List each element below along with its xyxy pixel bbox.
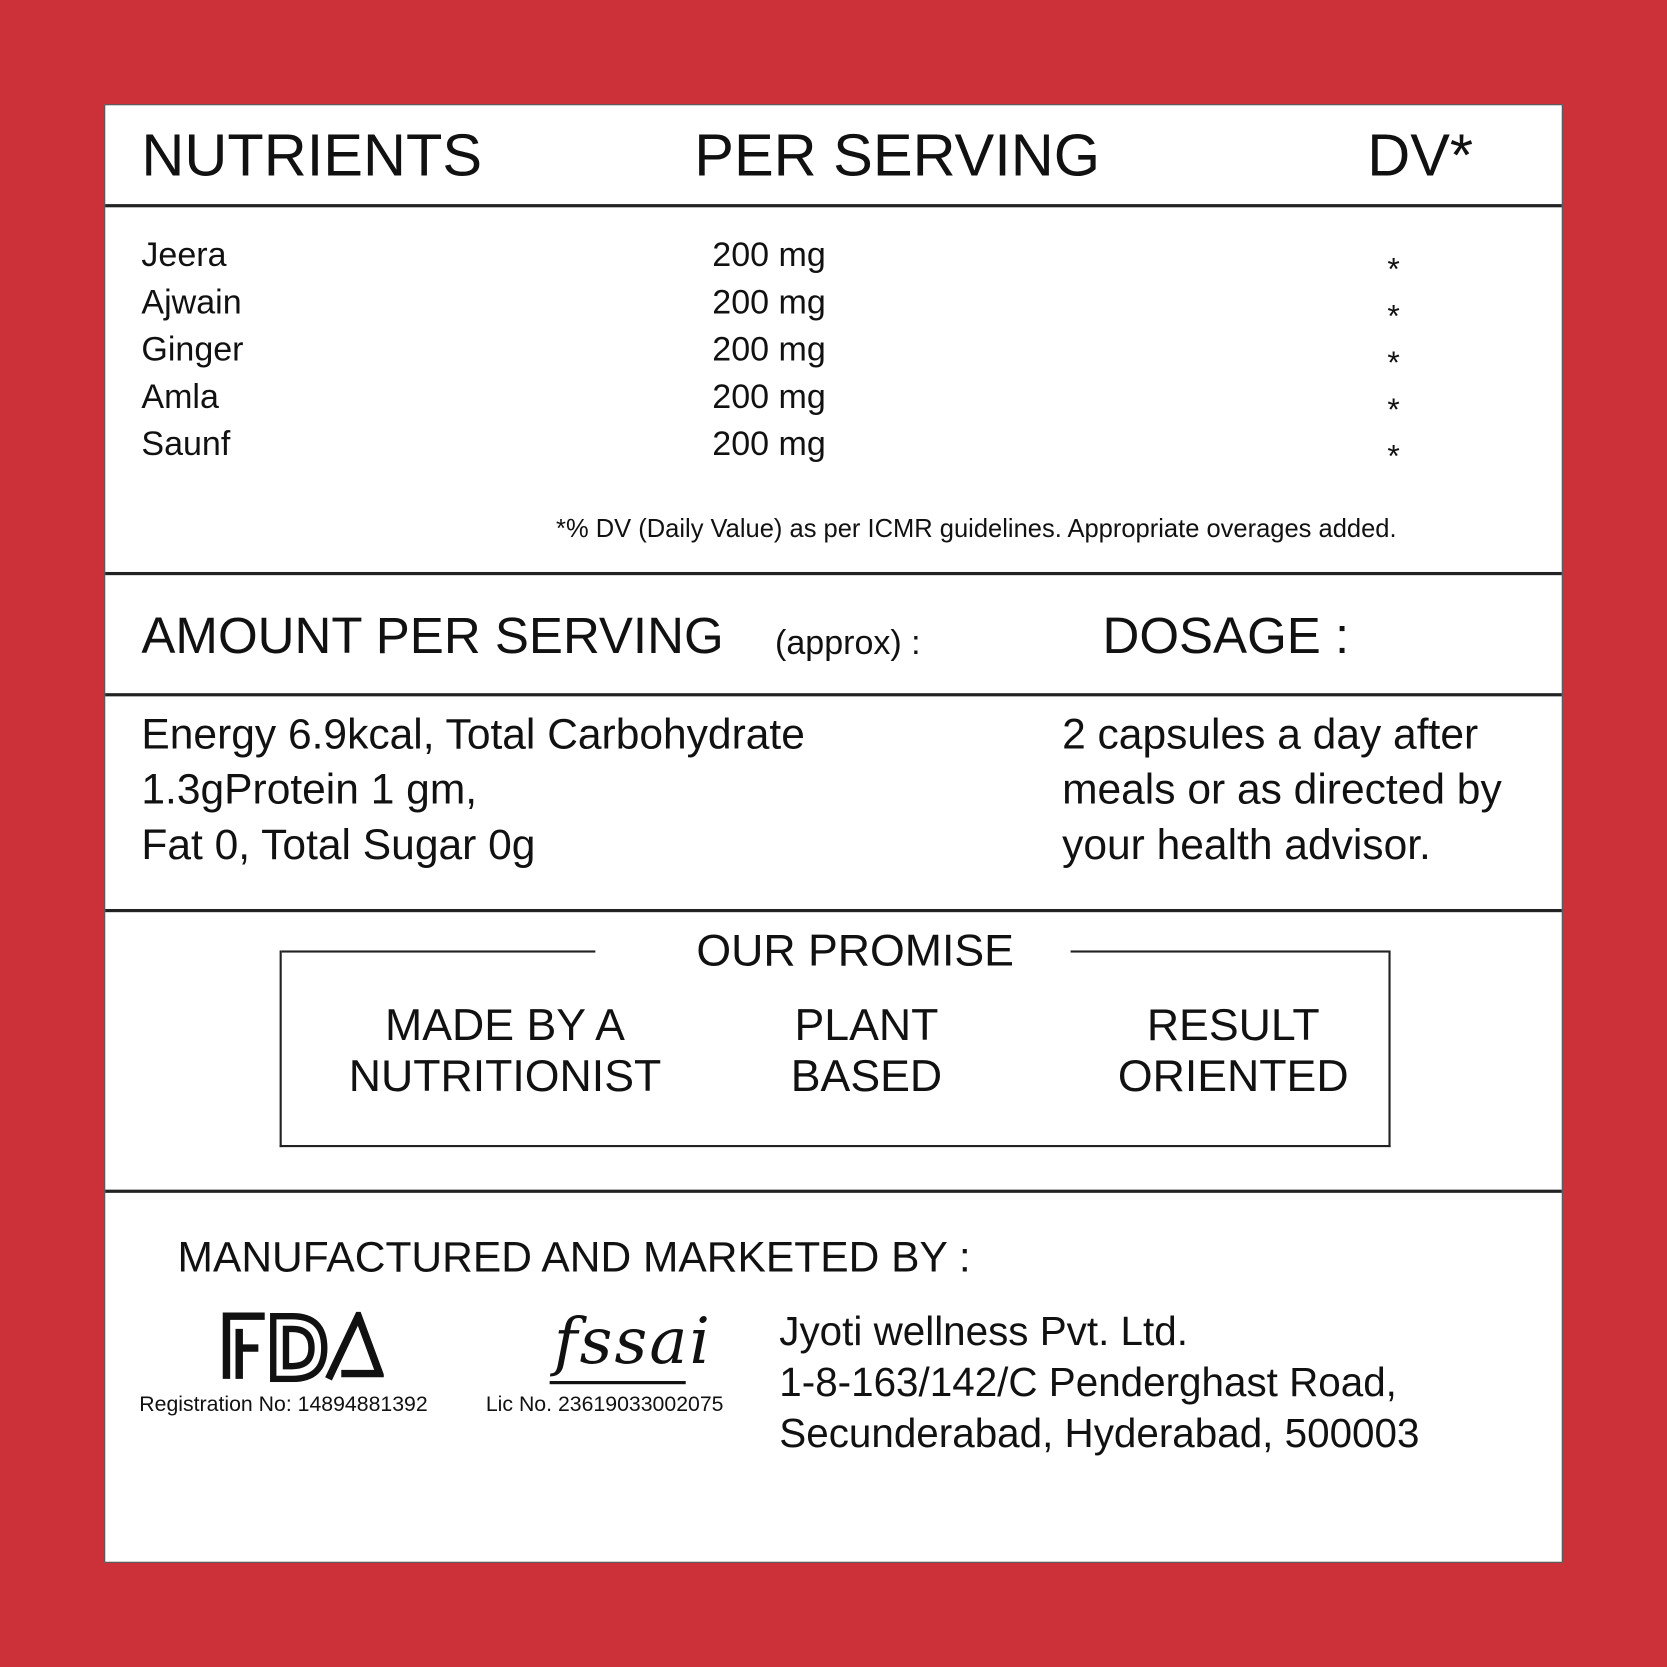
nutrient-amount: 200 mg xyxy=(712,376,826,416)
promise-title: OUR PROMISE xyxy=(696,924,1014,975)
nutrient-name: Ajwain xyxy=(141,282,242,321)
address-line: Secunderabad, Hyderabad, 500003 xyxy=(779,1411,1420,1457)
nutrition-panel: NUTRIENTS PER SERVING DV* Jeera 200 mg *… xyxy=(104,104,1563,1563)
promise-item: PLANT BASED xyxy=(790,999,943,1101)
nutrient-name: Jeera xyxy=(141,234,227,274)
address-line: 1-8-163/142/C Penderghast Road, xyxy=(779,1360,1397,1406)
promise-item: RESULT ORIENTED xyxy=(1117,999,1349,1101)
nutrients-header: NUTRIENTS xyxy=(141,121,483,189)
promise-box: OUR PROMISE MADE BY A NUTRITIONIST PLANT… xyxy=(279,925,1391,1148)
nutrient-dv: * xyxy=(1387,251,1400,288)
promise-item: MADE BY A NUTRITIONIST xyxy=(348,999,662,1101)
nutrient-amount: 200 mg xyxy=(712,329,826,368)
per-serving-header: PER SERVING xyxy=(694,121,1101,189)
fda-logo xyxy=(222,1311,384,1383)
nutrient-dv: * xyxy=(1387,391,1400,428)
dv-footnote: *% DV (Daily Value) as per ICMR guidelin… xyxy=(556,514,1397,544)
fssai-license: Lic No. 23619033002075 xyxy=(485,1392,724,1417)
divider xyxy=(105,204,1562,208)
nutrient-name: Saunf xyxy=(141,424,231,463)
nutrient-dv: * xyxy=(1387,345,1400,381)
divider xyxy=(105,693,1562,697)
nutrient-dv: * xyxy=(1387,298,1400,334)
dosage-text: 2 capsules a day after meals or as direc… xyxy=(1062,711,1502,869)
fda-registration: Registration No: 14894881392 xyxy=(139,1392,428,1417)
manufacturer-title: MANUFACTURED AND MARKETED BY : xyxy=(177,1234,971,1282)
dv-header: DV* xyxy=(1367,121,1474,189)
nutrient-amount: 200 mg xyxy=(712,234,826,274)
nutrient-amount: 200 mg xyxy=(712,282,826,321)
address-line: Jyoti wellness Pvt. Ltd. xyxy=(779,1309,1188,1355)
amount-text: Energy 6.9kcal, Total Carbohydrate 1.3gP… xyxy=(141,711,805,869)
nutrient-name: Amla xyxy=(141,376,219,416)
approx-label: (approx) : xyxy=(775,623,921,662)
nutrient-dv: * xyxy=(1387,438,1400,474)
dosage-title: DOSAGE : xyxy=(1102,608,1350,665)
nutrient-amount: 200 mg xyxy=(712,424,826,463)
divider xyxy=(105,908,1562,913)
amount-per-serving-title: AMOUNT PER SERVING xyxy=(141,608,724,665)
address: Jyoti wellness Pvt. Ltd. 1-8-163/142/C P… xyxy=(779,1307,1419,1460)
divider xyxy=(105,571,1562,576)
divider xyxy=(105,1189,1562,1193)
nutrient-name: Ginger xyxy=(141,329,244,368)
fssai-logo: fssai xyxy=(549,1304,710,1385)
